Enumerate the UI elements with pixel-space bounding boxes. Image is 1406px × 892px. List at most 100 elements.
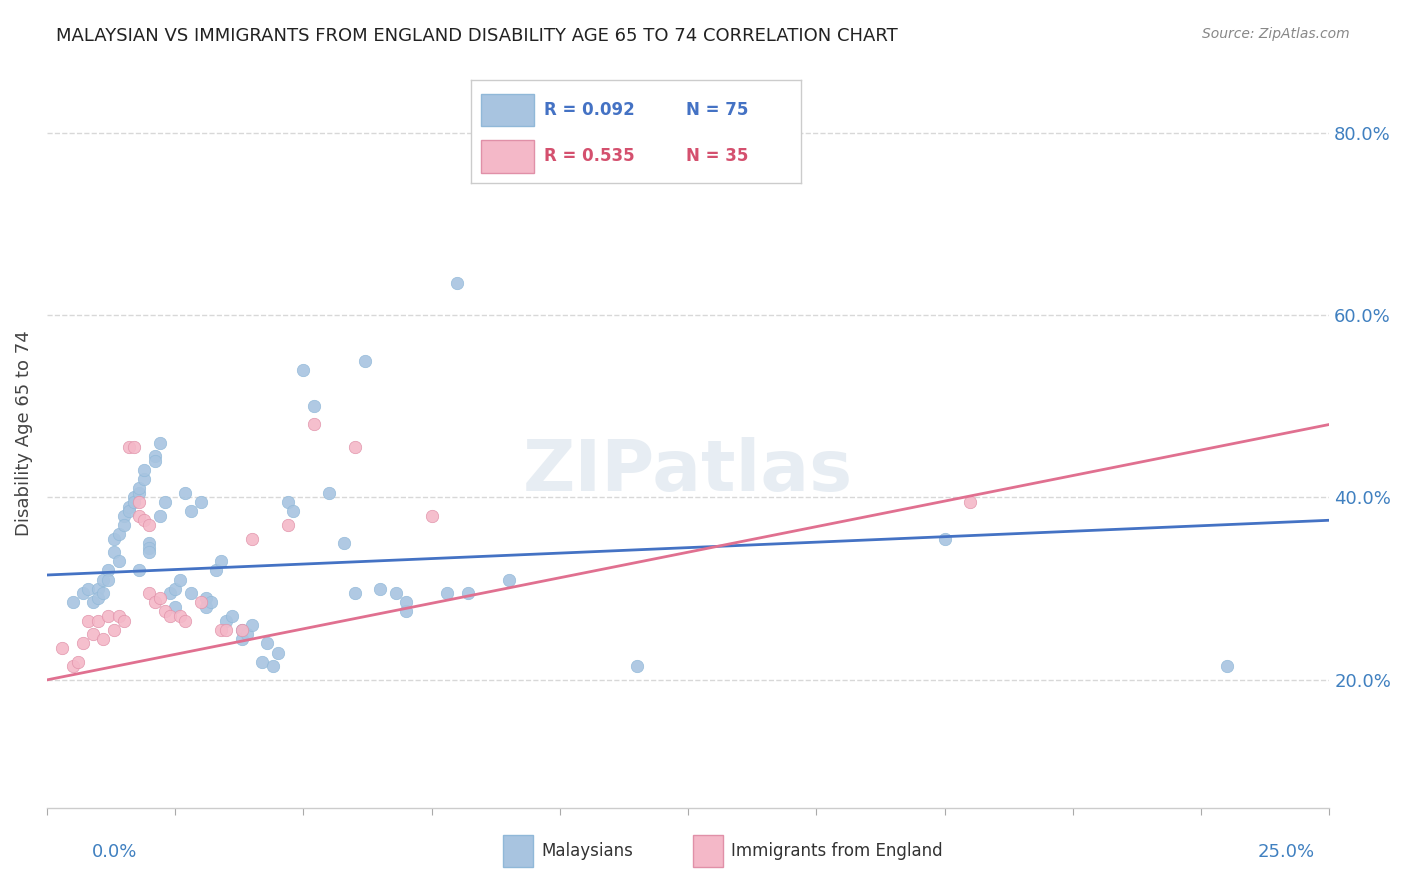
- Point: [368, 582, 391, 596]
- Point: [343, 440, 366, 454]
- Point: [122, 495, 145, 509]
- Point: [190, 595, 212, 609]
- Point: [153, 605, 176, 619]
- Bar: [481, 94, 534, 127]
- Point: [134, 463, 156, 477]
- Point: [169, 573, 191, 587]
- Point: [277, 495, 299, 509]
- Point: [333, 536, 356, 550]
- Point: [180, 586, 202, 600]
- Point: [138, 541, 160, 555]
- Point: [277, 517, 299, 532]
- Point: [200, 595, 222, 609]
- Point: [72, 586, 94, 600]
- Point: [302, 417, 325, 432]
- Text: Immigrants from England: Immigrants from England: [731, 842, 943, 860]
- Point: [934, 532, 956, 546]
- Point: [62, 659, 84, 673]
- Point: [190, 495, 212, 509]
- Point: [112, 614, 135, 628]
- Point: [143, 454, 166, 468]
- Point: [149, 591, 172, 605]
- Point: [159, 586, 181, 600]
- Point: [128, 486, 150, 500]
- Point: [128, 508, 150, 523]
- Point: [134, 472, 156, 486]
- Point: [134, 513, 156, 527]
- Point: [446, 276, 468, 290]
- Point: [122, 440, 145, 454]
- Point: [91, 573, 114, 587]
- Point: [1215, 659, 1237, 673]
- Point: [436, 586, 458, 600]
- Point: [959, 495, 981, 509]
- Point: [318, 486, 340, 500]
- Point: [252, 655, 274, 669]
- Point: [165, 599, 187, 614]
- Point: [626, 659, 648, 673]
- Point: [118, 504, 141, 518]
- Point: [77, 614, 100, 628]
- Point: [138, 517, 160, 532]
- Point: [354, 353, 377, 368]
- Point: [128, 495, 150, 509]
- Point: [281, 504, 304, 518]
- Point: [97, 573, 120, 587]
- Point: [159, 609, 181, 624]
- Point: [149, 435, 172, 450]
- Point: [420, 508, 443, 523]
- Point: [112, 508, 135, 523]
- Point: [292, 363, 315, 377]
- Point: [256, 636, 278, 650]
- Text: N = 35: N = 35: [686, 147, 748, 165]
- Text: Source: ZipAtlas.com: Source: ZipAtlas.com: [1202, 27, 1350, 41]
- Point: [240, 532, 263, 546]
- Point: [395, 595, 418, 609]
- Text: R = 0.535: R = 0.535: [544, 147, 634, 165]
- Point: [87, 582, 110, 596]
- Text: 25.0%: 25.0%: [1257, 843, 1315, 861]
- Point: [174, 614, 197, 628]
- Point: [72, 636, 94, 650]
- Point: [128, 481, 150, 495]
- Point: [395, 605, 418, 619]
- Point: [343, 586, 366, 600]
- Point: [103, 532, 125, 546]
- Point: [51, 640, 73, 655]
- Point: [112, 517, 135, 532]
- Point: [107, 554, 129, 568]
- Point: [194, 599, 217, 614]
- Point: [118, 440, 141, 454]
- Point: [209, 623, 232, 637]
- Point: [174, 486, 197, 500]
- Point: [87, 614, 110, 628]
- Point: [153, 495, 176, 509]
- Point: [87, 591, 110, 605]
- Point: [91, 586, 114, 600]
- Point: [122, 491, 145, 505]
- Point: [143, 450, 166, 464]
- Point: [231, 623, 253, 637]
- Point: [236, 627, 259, 641]
- Point: [231, 632, 253, 646]
- Point: [180, 504, 202, 518]
- Point: [62, 595, 84, 609]
- Point: [91, 632, 114, 646]
- Point: [302, 399, 325, 413]
- Bar: [503, 835, 533, 867]
- Point: [165, 582, 187, 596]
- Point: [103, 623, 125, 637]
- Point: [138, 586, 160, 600]
- Point: [262, 659, 284, 673]
- Point: [240, 618, 263, 632]
- Point: [267, 646, 290, 660]
- Point: [97, 609, 120, 624]
- Text: N = 75: N = 75: [686, 101, 748, 119]
- Text: 0.0%: 0.0%: [91, 843, 136, 861]
- Point: [209, 554, 232, 568]
- Point: [498, 573, 520, 587]
- Point: [82, 627, 104, 641]
- Text: Malaysians: Malaysians: [541, 842, 633, 860]
- Point: [97, 564, 120, 578]
- Point: [169, 609, 191, 624]
